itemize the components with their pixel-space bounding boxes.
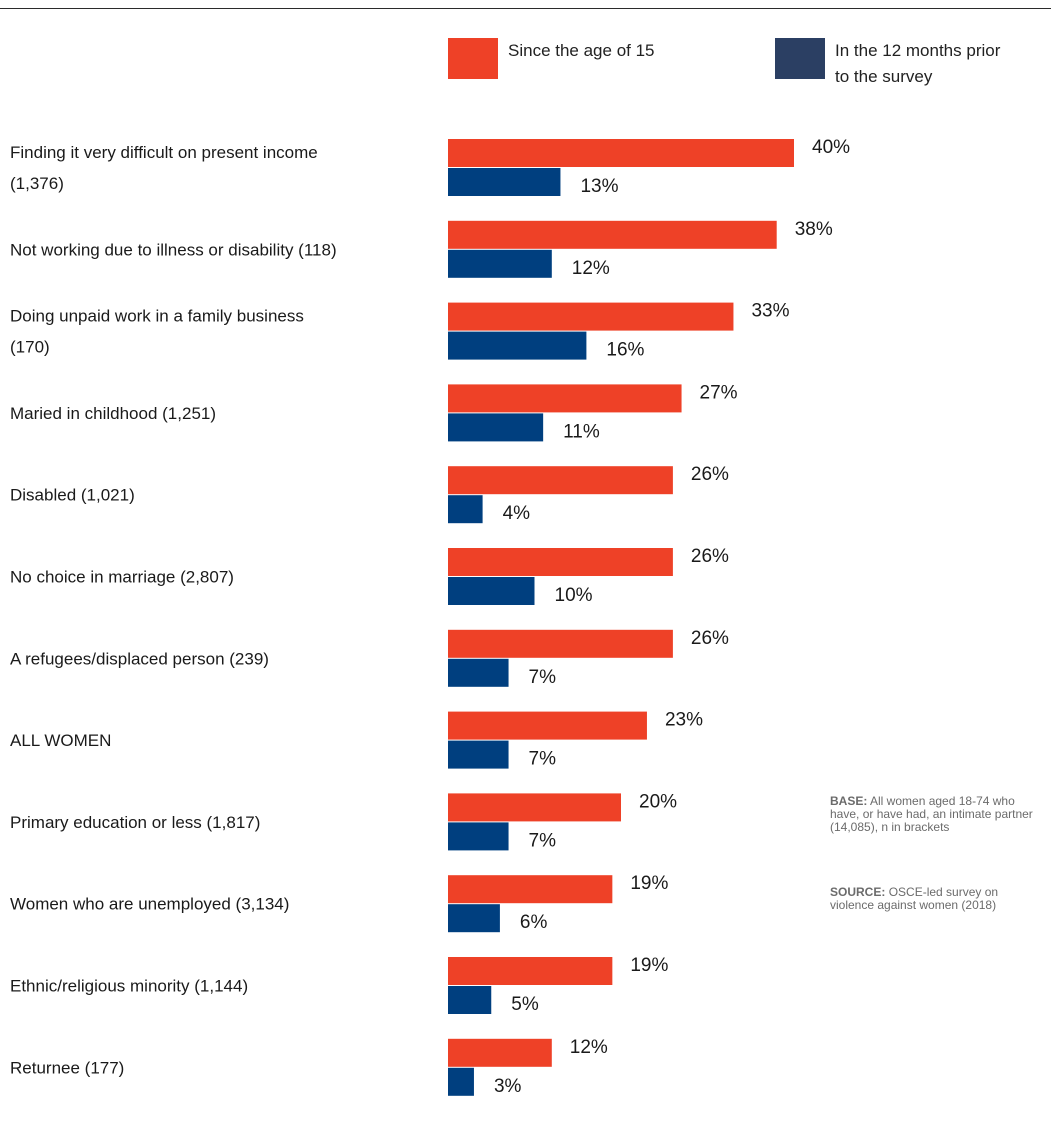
bar-since-age-15: [448, 1038, 552, 1067]
category-label: Ethnic/religious minority (1,144): [10, 977, 248, 996]
category-label: ALL WOMEN: [10, 731, 111, 750]
category-label: No choice in marriage (2,807): [10, 568, 234, 587]
base-note-text: All women aged 18-74 who have, or have h…: [830, 794, 1033, 834]
bar-since-age-15: [448, 302, 734, 331]
category-label: Women who are unemployed (3,134): [10, 895, 289, 914]
bar-since-age-15: [448, 220, 777, 249]
category-label-line: Ethnic/religious minority (1,144): [10, 977, 248, 996]
value-label-12-months: 3%: [494, 1076, 522, 1097]
value-label-12-months: 10%: [555, 585, 593, 606]
category-label: Not working due to illness or disability…: [10, 240, 337, 259]
value-label-since-age-15: 38%: [795, 219, 833, 240]
bar-12-months: [448, 331, 587, 360]
value-label-since-age-15: 40%: [812, 137, 850, 158]
value-label-12-months: 7%: [529, 830, 557, 851]
bar-12-months: [448, 413, 544, 442]
legend-swatch-since-age-15: [448, 38, 498, 79]
bar-12-months: [448, 249, 552, 278]
bar-12-months: [448, 577, 535, 605]
value-label-since-age-15: 19%: [630, 955, 668, 976]
bar-since-age-15: [448, 711, 647, 740]
legend-label-12-months: In the 12 months prior to the survey: [835, 38, 1000, 90]
value-label-12-months: 16%: [606, 340, 644, 361]
category-label-line: Doing unpaid work in a family business: [10, 307, 304, 326]
category-label: Doing unpaid work in a family business (1…: [10, 307, 304, 357]
category-label-line: ALL WOMEN: [10, 731, 111, 750]
value-label-12-months: 4%: [503, 503, 531, 524]
bar-since-age-15: [448, 466, 673, 495]
legend-item-since-age-15: Since the age of 15: [448, 38, 708, 88]
bar-since-age-15: [448, 957, 613, 985]
category-label: Returnee (177): [10, 1058, 124, 1077]
category-label-line: Not working due to illness or disability…: [10, 240, 337, 259]
category-label: Disabled (1,021): [10, 486, 135, 505]
bar-since-age-15: [448, 875, 613, 904]
category-label-line: Maried in childhood (1,251): [10, 404, 216, 423]
value-label-since-age-15: 26%: [691, 628, 729, 649]
value-label-12-months: 11%: [563, 421, 600, 442]
top-rule: [0, 8, 1051, 9]
value-label-since-age-15: 20%: [639, 791, 677, 812]
value-label-12-months: 7%: [529, 749, 557, 770]
bar-12-months: [448, 1067, 474, 1096]
category-label-line: Disabled (1,021): [10, 486, 135, 505]
category-label-line: Women who are unemployed (3,134): [10, 895, 289, 914]
value-label-12-months: 7%: [529, 667, 557, 688]
category-label-line: Primary education or less (1,817): [10, 813, 260, 832]
bar-12-months: [448, 168, 561, 196]
value-label-since-age-15: 12%: [570, 1037, 608, 1058]
value-label-since-age-15: 33%: [751, 301, 789, 322]
bar-12-months: [448, 822, 509, 851]
bar-12-months: [448, 495, 483, 524]
base-note-key: BASE:: [830, 794, 868, 808]
bar-since-age-15: [448, 629, 673, 658]
bar-since-age-15: [448, 548, 673, 576]
source-note: SOURCE: OSCE-led survey on violence agai…: [830, 886, 1040, 912]
legend-label-since-age-15: Since the age of 15: [508, 38, 655, 64]
legend-item-12-months: In the 12 months prior to the survey: [775, 38, 1035, 98]
category-label: Finding it very difficult on present inc…: [10, 143, 318, 193]
bar-since-age-15: [448, 793, 621, 822]
category-label-line: Returnee (177): [10, 1058, 124, 1077]
value-label-since-age-15: 23%: [665, 710, 703, 731]
category-label-line: Finding it very difficult on present inc…: [10, 143, 318, 162]
legend-label-line: Since the age of 15: [508, 41, 655, 60]
bar-12-months: [448, 658, 509, 687]
value-label-since-age-15: 26%: [691, 546, 729, 567]
legend-label-line: to the survey: [835, 67, 933, 86]
category-label-line: A refugees/displaced person (239): [10, 649, 269, 668]
category-label-line: (170): [10, 338, 50, 357]
category-label-line: (1,376): [10, 174, 64, 193]
bar-12-months: [448, 740, 509, 769]
value-label-12-months: 5%: [511, 994, 539, 1015]
source-note-text: OSCE-led survey on violence against wome…: [830, 885, 999, 912]
value-label-since-age-15: 27%: [700, 382, 738, 403]
category-label-line: No choice in marriage (2,807): [10, 568, 234, 587]
legend-swatch-12-months: [775, 38, 825, 79]
bar-since-age-15: [448, 384, 682, 413]
value-label-since-age-15: 19%: [630, 873, 668, 894]
category-label: Maried in childhood (1,251): [10, 404, 216, 423]
base-note: BASE: All women aged 18-74 who have, or …: [830, 795, 1040, 834]
bar-12-months: [448, 986, 492, 1014]
category-label: Primary education or less (1,817): [10, 813, 260, 832]
category-label: A refugees/displaced person (239): [10, 649, 269, 668]
value-label-12-months: 12%: [572, 258, 610, 279]
value-label-12-months: 13%: [580, 176, 618, 197]
bar-12-months: [448, 904, 500, 933]
value-label-since-age-15: 26%: [691, 464, 729, 485]
value-label-12-months: 6%: [520, 912, 548, 933]
bar-since-age-15: [448, 139, 794, 167]
source-note-key: SOURCE:: [830, 885, 886, 899]
legend-label-line: In the 12 months prior: [835, 41, 1001, 60]
